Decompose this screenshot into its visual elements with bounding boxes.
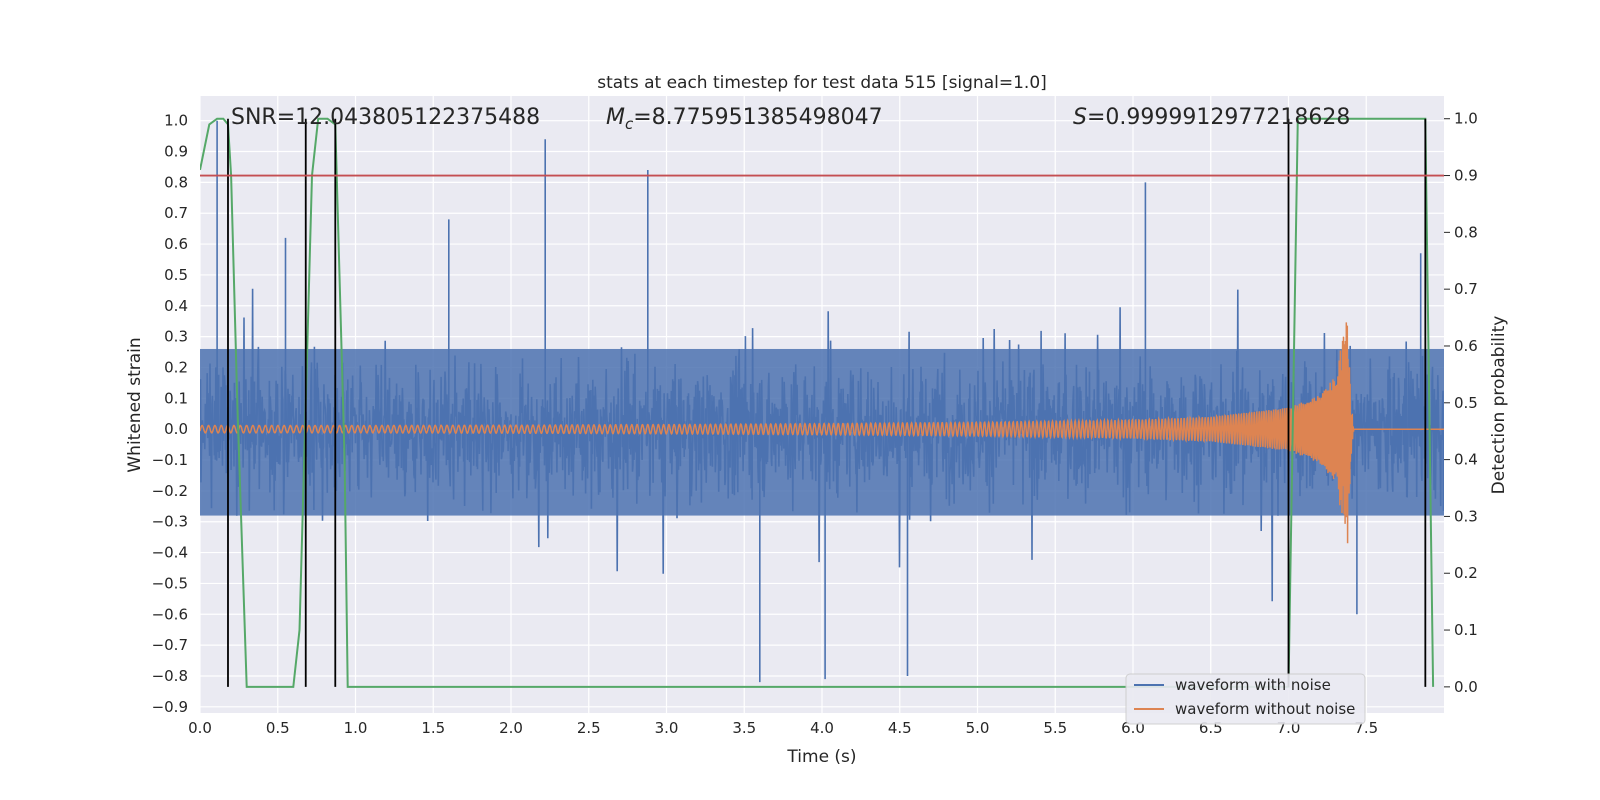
x-tick-label: 0.0 (188, 719, 212, 737)
x-tick-label: 2.5 (577, 719, 601, 737)
x-tick-label: 5.5 (1043, 719, 1067, 737)
x-tick-label: 0.5 (266, 719, 290, 737)
y2-tick-label: 0.5 (1454, 394, 1478, 412)
y-tick-label: −0.3 (152, 513, 188, 531)
y2-tick-label: 0.2 (1454, 564, 1478, 582)
y-tick-label: 0.9 (164, 143, 188, 161)
y-axis-right: 1.0 0.9 0.8 0.7 0.6 0.5 0.4 0.3 0.2 0.1 0.0 (1444, 110, 1478, 696)
y-tick-label: 0.4 (164, 297, 188, 315)
x-tick-label: 3.0 (655, 719, 679, 737)
y-axis-label: Whitened strain (125, 337, 145, 472)
snr-annotation: SNR=12.043805122375488 (231, 105, 540, 130)
x-tick-label: 3.5 (732, 719, 756, 737)
y-tick-label: 0.7 (164, 204, 188, 222)
y2-tick-label: 0.4 (1454, 451, 1478, 469)
y2-tick-label: 0.8 (1454, 223, 1478, 241)
legend-label-without-noise: waveform without noise (1175, 700, 1355, 718)
y-tick-label: 0.3 (164, 328, 188, 346)
legend-box (1125, 673, 1366, 725)
x-tick-label: 1.5 (421, 719, 445, 737)
x-tick-label: 4.5 (888, 719, 912, 737)
legend-label-with-noise: waveform with noise (1175, 676, 1331, 694)
chart-title: stats at each timestep for test data 515… (597, 73, 1047, 93)
x-tick-label: 2.0 (499, 719, 523, 737)
legend: waveform with noise waveform without noi… (1125, 673, 1366, 725)
x-tick-label: 4.0 (810, 719, 834, 737)
y-tick-label: −0.8 (152, 667, 188, 685)
y-tick-label: −0.4 (152, 544, 188, 562)
y-tick-label: −0.6 (152, 605, 188, 623)
y-tick-label: −0.2 (152, 482, 188, 500)
y-tick-label: 1.0 (164, 112, 188, 130)
y-tick-label: −0.5 (152, 574, 188, 592)
y-tick-label: 0.0 (164, 420, 188, 438)
y-axis-left: 1.0 0.9 0.8 0.7 0.6 0.5 0.4 0.3 0.2 0.1 0.0 −0.1 −0.… (152, 112, 188, 716)
y2-tick-label: 0.7 (1454, 280, 1478, 298)
x-axis-label: Time (s) (786, 747, 856, 767)
y2-axis-label: Detection probability (1489, 316, 1509, 495)
y2-tick-label: 1.0 (1454, 110, 1478, 128)
score-annotation: S=0.9999912977218628 (1073, 105, 1350, 130)
series-waveform-without-noise (200, 322, 1444, 544)
y-tick-label: 0.1 (164, 389, 188, 407)
y2-tick-label: 0.9 (1454, 167, 1478, 185)
y2-tick-label: 0.1 (1454, 621, 1478, 639)
y-tick-label: −0.7 (152, 636, 188, 654)
y-tick-label: 0.8 (164, 173, 188, 191)
clean-trace (200, 322, 1444, 544)
y-tick-label: −0.1 (152, 451, 188, 469)
event-markers (227, 118, 1427, 687)
y-tick-label: 0.2 (164, 358, 188, 376)
y2-tick-label: 0.6 (1454, 337, 1478, 355)
y2-tick-label: 0.0 (1454, 678, 1478, 696)
y2-tick-label: 0.3 (1454, 507, 1478, 525)
chirp-mass-annotation: Mc=8.775951385498047 (606, 105, 883, 133)
y-tick-label: 0.5 (164, 266, 188, 284)
y-tick-label: −0.9 (152, 698, 188, 716)
x-tick-label: 5.0 (966, 719, 990, 737)
y-tick-label: 0.6 (164, 235, 188, 253)
x-tick-label: 1.0 (344, 719, 368, 737)
